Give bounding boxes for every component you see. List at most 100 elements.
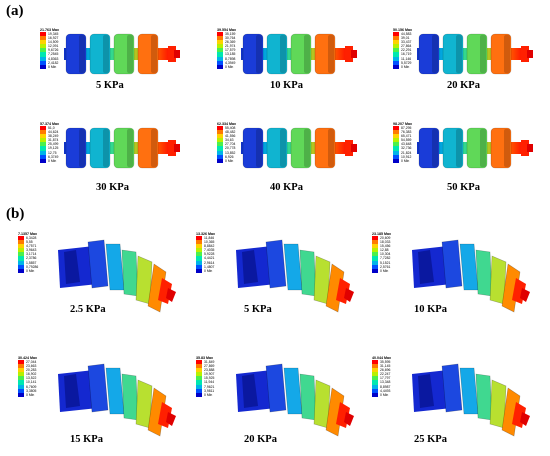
chamber-shade: [280, 129, 286, 167]
legend-value: 32,736: [401, 146, 412, 151]
legend-swatch: [40, 134, 46, 139]
legend-swatch: [372, 376, 378, 381]
legend-row: 6,3428: [18, 236, 62, 241]
legend-row: 31,145: [372, 364, 416, 369]
actuator-model: [241, 33, 357, 75]
legend-value: 26,696: [380, 368, 391, 373]
legend-row: 12,091: [40, 44, 84, 49]
legend-swatch: [18, 240, 24, 245]
legend-swatch: [40, 158, 46, 163]
legend-value: 27,044: [26, 360, 37, 364]
chamber: [65, 127, 87, 169]
model-render: [58, 363, 176, 437]
legend-swatch: [18, 260, 24, 265]
legend-row: 23,888: [196, 368, 240, 373]
legend-row: 3,9643: [18, 248, 62, 253]
legend-row: 4,4493: [372, 388, 416, 393]
legend-swatch: [196, 384, 202, 389]
legend-value: 4,4421: [204, 256, 215, 261]
legend-value: 48,482: [225, 130, 236, 135]
chamber: [466, 127, 488, 169]
end-cap: [520, 288, 530, 302]
legend-value: 2,9614: [204, 260, 215, 265]
legend-swatch: [217, 60, 223, 65]
legend-max-label: 39.554 Max: [217, 28, 236, 32]
color-legend: 50.156 Max 44,583 39,01 33,437 27,864 22,291 1…: [393, 28, 437, 69]
legend-swatch: [196, 388, 202, 393]
legend-swatch: [372, 260, 378, 265]
legend-swatch: [18, 264, 24, 269]
legend-swatch: [372, 360, 378, 365]
chamber: [466, 33, 488, 75]
legend-min-label: 0 Min: [204, 268, 213, 273]
chamber-shade: [304, 129, 310, 167]
simulation-panel-b: 7.1357 Max 6,3428 5,55 4,7571 3,9643 3,1714 2,…: [18, 232, 188, 320]
legend-min-label: 0 Min: [26, 392, 35, 397]
legend-value: 3,9643: [26, 248, 37, 253]
legend-min-label: 0 Min: [401, 64, 410, 69]
legend-row: 4,7571: [18, 244, 62, 249]
legend-value: 31,849: [204, 360, 215, 364]
legend-row: 10,141: [18, 380, 62, 385]
legend-row: 31,874: [40, 138, 84, 143]
legend-row: 7,2545: [40, 52, 84, 57]
legend-row: 23,663: [18, 364, 62, 369]
legend-swatch: [196, 392, 202, 397]
legend-max-label: 62.334 Max: [217, 122, 236, 126]
chamber-shade: [79, 129, 85, 167]
legend-swatch: [40, 154, 46, 159]
chamber: [490, 127, 512, 169]
end-cap: [527, 50, 533, 58]
legend-row: 0 Min: [196, 392, 240, 397]
actuator-model: [412, 363, 530, 437]
legend-row: 54,559: [393, 138, 437, 143]
legend-swatch: [217, 56, 223, 61]
legend-value: 4,3949: [225, 60, 236, 65]
legend-swatch: [40, 32, 46, 37]
legend-value: 20,778: [225, 146, 236, 151]
model-render: [412, 363, 530, 437]
legend-value: 13,522: [26, 376, 37, 381]
legend-row: 15,925: [196, 376, 240, 381]
color-legend: 13.326 Max 11,846 10,365 8,8842 7,4035 5,9228…: [196, 232, 240, 273]
legend-min-label: 0 Min: [26, 268, 35, 273]
legend-value: 5,1521: [380, 260, 391, 265]
legend-swatch: [196, 372, 202, 377]
legend-value: 0,79286: [26, 264, 39, 269]
chamber: [65, 33, 87, 75]
legend-value: 20,609: [380, 236, 391, 240]
legend-swatch: [196, 240, 202, 245]
actuator-base: [242, 250, 258, 284]
legend-swatch: [196, 260, 202, 265]
simulation-panel-a: 50.156 Max 44,583 39,01 33,437 27,864 22,291 1…: [393, 28, 550, 116]
pressure-caption: 30 KPa: [96, 182, 129, 193]
legend-row: 9,6726: [40, 48, 84, 53]
chamber-shade: [280, 35, 286, 73]
legend-row: 48,482: [217, 130, 261, 135]
legend-max-label: 35.83 Max: [196, 356, 213, 360]
legend-swatch: [18, 376, 24, 381]
legend-max-label: 13.326 Max: [196, 232, 215, 236]
legend-row: 38,249: [40, 134, 84, 139]
legend-swatch: [217, 64, 223, 69]
actuator-model: [241, 127, 357, 169]
chamber-shade: [328, 35, 334, 73]
end-cap: [168, 46, 176, 62]
legend-swatch: [217, 52, 223, 57]
end-cap: [520, 412, 530, 426]
chamber: [89, 33, 111, 75]
legend-value: 19,907: [204, 372, 215, 377]
end-cap: [521, 46, 529, 62]
legend-swatch: [372, 392, 378, 397]
end-cap: [527, 144, 533, 152]
legend-swatch: [196, 268, 202, 273]
legend-row: 21,974: [217, 44, 261, 49]
legend-row: 55,408: [217, 126, 261, 131]
legend-row: 31,849: [196, 360, 240, 365]
chamber-shade: [151, 129, 157, 167]
legend-row: 35,595: [372, 360, 416, 365]
simulation-panel-a: 57.374 Max 51,0 44,624 38,249 31,874 25,499 19…: [40, 122, 210, 210]
simulation-panel-a: 62.334 Max 55,408 48,482 41,556 34,63 27,704 2…: [217, 122, 387, 210]
legend-value: 8,8842: [204, 244, 215, 249]
chamber: [87, 363, 109, 413]
